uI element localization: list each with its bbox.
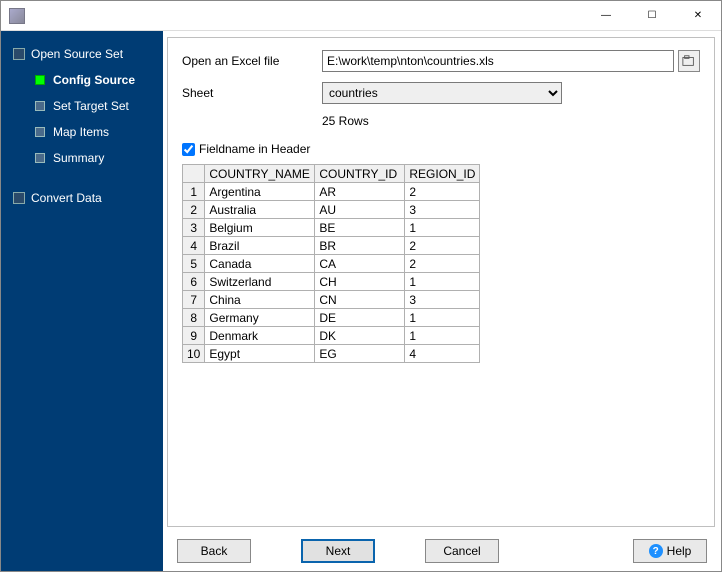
sidebar-item-label: Open Source Set xyxy=(31,47,123,61)
table-row[interactable]: 3BelgiumBE1 xyxy=(183,219,480,237)
sidebar-item-map-items[interactable]: Map Items xyxy=(7,119,163,145)
sidebar-item-set-target-set[interactable]: Set Target Set xyxy=(7,93,163,119)
column-header[interactable]: COUNTRY_ID xyxy=(315,165,405,183)
table-row[interactable]: 1ArgentinaAR2 xyxy=(183,183,480,201)
table-cell[interactable]: CN xyxy=(315,291,405,309)
row-number: 10 xyxy=(183,345,205,363)
nav-marker-icon xyxy=(35,153,45,163)
minimize-button[interactable]: — xyxy=(583,1,629,31)
table-cell[interactable]: 2 xyxy=(405,255,480,273)
table-cell[interactable]: BR xyxy=(315,237,405,255)
wizard-footer: Back Next Cancel ? Help xyxy=(163,531,721,571)
next-button[interactable]: Next xyxy=(301,539,375,563)
table-cell[interactable]: Switzerland xyxy=(205,273,315,291)
table-cell[interactable]: 3 xyxy=(405,291,480,309)
browse-button[interactable] xyxy=(678,50,700,72)
preview-table: COUNTRY_NAMECOUNTRY_IDREGION_ID 1Argenti… xyxy=(182,164,480,363)
table-row[interactable]: 5CanadaCA2 xyxy=(183,255,480,273)
table-cell[interactable]: Brazil xyxy=(205,237,315,255)
table-cell[interactable]: Canada xyxy=(205,255,315,273)
table-row[interactable]: 6SwitzerlandCH1 xyxy=(183,273,480,291)
back-button[interactable]: Back xyxy=(177,539,251,563)
table-cell[interactable]: 1 xyxy=(405,219,480,237)
maximize-button[interactable]: ☐ xyxy=(629,1,675,31)
help-button[interactable]: ? Help xyxy=(633,539,707,563)
table-cell[interactable]: Germany xyxy=(205,309,315,327)
sidebar-item-label: Summary xyxy=(53,151,104,165)
sidebar-item-open-source-set[interactable]: Open Source Set xyxy=(7,41,163,67)
table-row[interactable]: 7ChinaCN3 xyxy=(183,291,480,309)
nav-marker-icon xyxy=(13,192,25,204)
table-row[interactable]: 8GermanyDE1 xyxy=(183,309,480,327)
row-number: 5 xyxy=(183,255,205,273)
sidebar-item-label: Set Target Set xyxy=(53,99,129,113)
row-number: 1 xyxy=(183,183,205,201)
close-button[interactable]: ✕ xyxy=(675,1,721,31)
sidebar-item-summary[interactable]: Summary xyxy=(7,145,163,171)
column-header[interactable]: COUNTRY_NAME xyxy=(205,165,315,183)
fieldname-header-checkbox[interactable] xyxy=(182,143,195,156)
row-number: 4 xyxy=(183,237,205,255)
table-cell[interactable]: China xyxy=(205,291,315,309)
table-row[interactable]: 4BrazilBR2 xyxy=(183,237,480,255)
table-corner xyxy=(183,165,205,183)
table-cell[interactable]: 1 xyxy=(405,273,480,291)
table-cell[interactable]: DE xyxy=(315,309,405,327)
app-icon xyxy=(9,8,25,24)
sidebar-item-convert-data[interactable]: Convert Data xyxy=(7,185,163,211)
row-number: 3 xyxy=(183,219,205,237)
table-row[interactable]: 9DenmarkDK1 xyxy=(183,327,480,345)
table-row[interactable]: 2AustraliaAU3 xyxy=(183,201,480,219)
rows-count-label: 25 Rows xyxy=(322,114,700,128)
table-cell[interactable]: AR xyxy=(315,183,405,201)
row-number: 7 xyxy=(183,291,205,309)
fieldname-header-label: Fieldname in Header xyxy=(199,142,310,156)
table-cell[interactable]: 3 xyxy=(405,201,480,219)
row-number: 2 xyxy=(183,201,205,219)
table-cell[interactable]: CA xyxy=(315,255,405,273)
table-cell[interactable]: Belgium xyxy=(205,219,315,237)
content-pane: Open an Excel file Sheet countries 25 Ro… xyxy=(163,31,721,571)
wizard-sidebar: Open Source Set Config Source Set Target S… xyxy=(1,31,163,571)
table-cell[interactable]: EG xyxy=(315,345,405,363)
help-icon: ? xyxy=(649,544,663,558)
nav-marker-icon xyxy=(35,127,45,137)
table-cell[interactable]: CH xyxy=(315,273,405,291)
nav-marker-icon xyxy=(13,48,25,60)
table-cell[interactable]: Egypt xyxy=(205,345,315,363)
table-cell[interactable]: Australia xyxy=(205,201,315,219)
column-header[interactable]: REGION_ID xyxy=(405,165,480,183)
sidebar-item-label: Convert Data xyxy=(31,191,102,205)
row-number: 8 xyxy=(183,309,205,327)
sheet-select[interactable]: countries xyxy=(322,82,562,104)
table-cell[interactable]: 1 xyxy=(405,309,480,327)
sidebar-item-config-source[interactable]: Config Source xyxy=(7,67,163,93)
sidebar-item-label: Config Source xyxy=(53,73,135,87)
table-cell[interactable]: 2 xyxy=(405,237,480,255)
table-row[interactable]: 10EgyptEG4 xyxy=(183,345,480,363)
folder-open-icon xyxy=(682,54,696,68)
file-path-input[interactable] xyxy=(322,50,674,72)
table-cell[interactable]: BE xyxy=(315,219,405,237)
sheet-label: Sheet xyxy=(182,86,322,100)
table-cell[interactable]: Denmark xyxy=(205,327,315,345)
help-button-label: Help xyxy=(667,544,692,558)
cancel-button[interactable]: Cancel xyxy=(425,539,499,563)
titlebar: — ☐ ✕ xyxy=(1,1,721,31)
sidebar-item-label: Map Items xyxy=(53,125,109,139)
open-file-label: Open an Excel file xyxy=(182,54,322,68)
row-number: 9 xyxy=(183,327,205,345)
table-cell[interactable]: AU xyxy=(315,201,405,219)
table-cell[interactable]: Argentina xyxy=(205,183,315,201)
table-cell[interactable]: 4 xyxy=(405,345,480,363)
nav-marker-icon xyxy=(35,101,45,111)
table-cell[interactable]: DK xyxy=(315,327,405,345)
table-cell[interactable]: 2 xyxy=(405,183,480,201)
table-cell[interactable]: 1 xyxy=(405,327,480,345)
row-number: 6 xyxy=(183,273,205,291)
nav-marker-icon xyxy=(35,75,45,85)
